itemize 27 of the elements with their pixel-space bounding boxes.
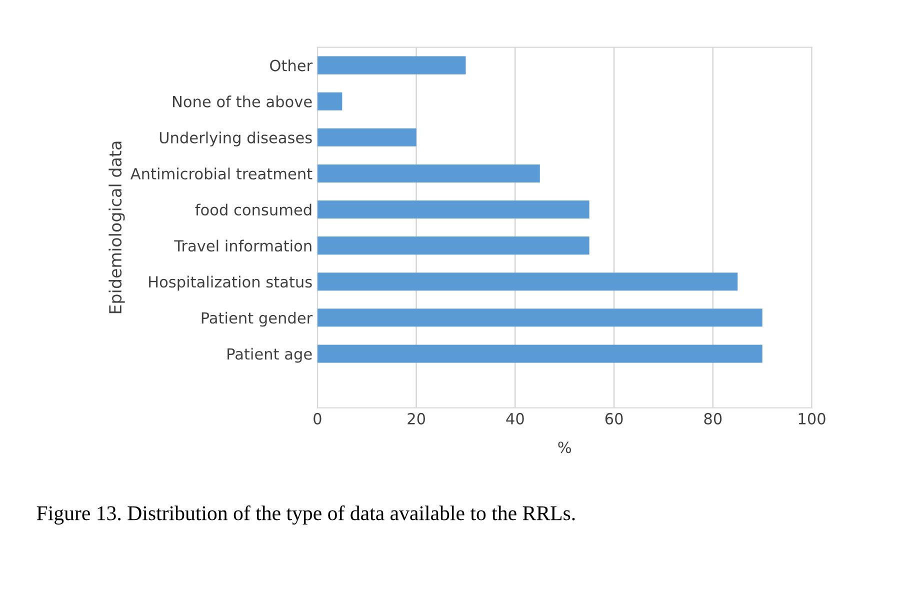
bar bbox=[317, 92, 342, 110]
y-tick-label: Hospitalization status bbox=[149, 276, 312, 291]
x-axis-title: % bbox=[558, 442, 572, 454]
y-tick-label: food consumed bbox=[195, 204, 312, 216]
bar bbox=[317, 308, 762, 327]
x-tick-label: 20 bbox=[408, 412, 426, 424]
x-tick-label: 40 bbox=[506, 412, 524, 424]
x-tick-label: 80 bbox=[704, 412, 722, 424]
bar bbox=[317, 344, 762, 363]
y-tick-label: Underlying diseases bbox=[160, 132, 312, 146]
bar bbox=[317, 236, 590, 255]
x-tick-label: 0 bbox=[314, 412, 322, 424]
bar bbox=[317, 164, 540, 182]
y-tick-label: Antimicrobial treatment bbox=[130, 168, 312, 180]
y-tick-label: Patient gender bbox=[202, 312, 313, 327]
bar bbox=[317, 200, 590, 219]
caption: Figure 13. Distribution of the type of data available to the RRLs. bbox=[36, 505, 575, 525]
bar bbox=[317, 272, 738, 291]
y-axis-title: Epidemiological data bbox=[108, 142, 125, 314]
y-tick-label: Other bbox=[270, 60, 313, 72]
x-tick-label: 60 bbox=[605, 412, 623, 424]
bar bbox=[317, 128, 416, 146]
x-tick-label: 100 bbox=[798, 412, 826, 424]
bar bbox=[317, 56, 466, 74]
y-tick-label: None of the above bbox=[173, 96, 312, 108]
y-tick-label: Travel information bbox=[174, 240, 312, 252]
y-tick-label: Patient age bbox=[228, 348, 312, 363]
